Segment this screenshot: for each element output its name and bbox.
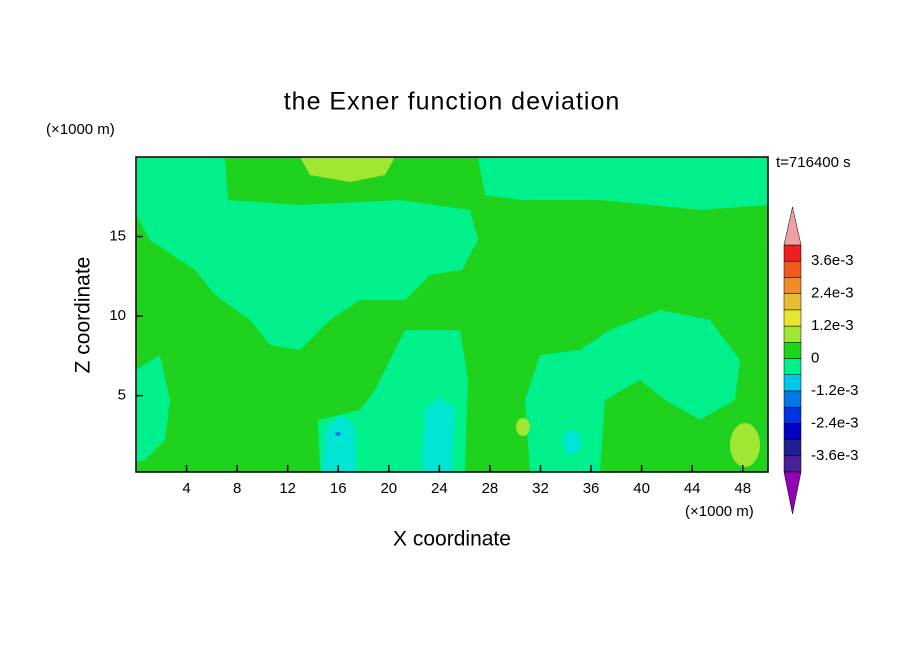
colorbar-box: [783, 277, 802, 294]
colorbar-box: [783, 455, 802, 473]
x-tick-label: 48: [734, 480, 751, 497]
contour-region: [525, 310, 740, 472]
x-tick-label: 44: [684, 480, 701, 497]
colorbar-label: 3.6e-3: [811, 252, 854, 269]
y-tick-label: 10: [109, 307, 126, 324]
colorbar-label: 0: [811, 349, 819, 366]
contour-region: [516, 418, 530, 436]
x-tick-label: 28: [482, 480, 499, 497]
contour-field: [136, 157, 768, 472]
chart-title: the Exner function deviation: [284, 88, 621, 116]
contour-region: [422, 398, 455, 472]
colorbar-label: -2.4e-3: [811, 414, 859, 431]
x-tick-label: 36: [583, 480, 600, 497]
y-tick-label: 15: [109, 228, 126, 245]
colorbar-box: [783, 325, 802, 343]
colorbar-label: -3.6e-3: [811, 447, 859, 464]
contour-region: [136, 157, 478, 350]
colorbar-box: [783, 390, 802, 408]
x-tick-label: 8: [233, 480, 241, 497]
x-tick-label: 40: [633, 480, 650, 497]
y-axis-label: Z coordinate: [72, 257, 95, 374]
colorbar-box: [783, 342, 802, 359]
contour-region: [563, 430, 581, 454]
colorbar-box: [783, 358, 802, 375]
contour-region: [136, 355, 170, 462]
contour-region: [730, 423, 760, 467]
x-tick-label: 32: [532, 480, 549, 497]
x-tick-label: 20: [380, 480, 397, 497]
colorbar-label: 2.4e-3: [811, 285, 854, 302]
x-tick-label: 24: [431, 480, 448, 497]
colorbar-box: [783, 439, 802, 457]
plot-frame: [135, 156, 769, 473]
contour-region: [322, 415, 356, 472]
colorbar-box: [783, 374, 802, 392]
x-axis-label: X coordinate: [393, 528, 511, 551]
x-tick-label: 12: [279, 480, 296, 497]
colorbar-label: -1.2e-3: [811, 382, 859, 399]
x-tick-label: 4: [182, 480, 190, 497]
colorbar-box: [783, 293, 802, 311]
colorbar-under: [783, 471, 802, 515]
contour-region: [478, 157, 768, 210]
colorbar-over: [783, 206, 802, 246]
contour-region: [335, 432, 341, 436]
y-unit: (×1000 m): [46, 121, 115, 138]
colorbar-box: [783, 309, 802, 327]
colorbar-box: [783, 406, 802, 424]
contour-region: [300, 157, 395, 182]
colorbar-box: [783, 423, 802, 440]
colorbar-label: 1.2e-3: [811, 317, 854, 334]
y-tick-label: 5: [118, 387, 126, 404]
x-unit: (×1000 m): [685, 503, 754, 520]
colorbar-box: [783, 260, 802, 278]
x-tick-label: 16: [330, 480, 347, 497]
time-label: t=716400 s: [776, 154, 851, 171]
colorbar-box: [783, 244, 802, 262]
